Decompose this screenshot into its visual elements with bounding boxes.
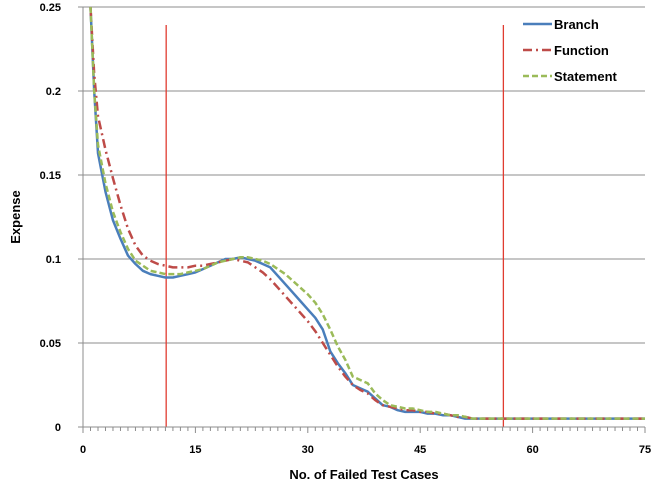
series-line-statement <box>89 6 645 420</box>
tick-labels: 0 0.05 0.1 0.15 0.2 0.25 0 15 30 45 60 75 <box>40 2 652 456</box>
y-tick-label-0: 0 <box>55 422 61 434</box>
x-tick-label-4: 60 <box>526 444 538 456</box>
y-tick-label-3: 0.15 <box>40 170 61 182</box>
x-tick-label-1: 15 <box>189 444 201 456</box>
y-tick-label-1: 0.05 <box>40 338 61 350</box>
series-line-function <box>89 6 645 420</box>
x-axis-title: No. of Failed Test Cases <box>289 467 438 482</box>
y-tick-label-4: 0.2 <box>46 86 61 98</box>
axes <box>78 6 646 433</box>
x-tick-label-2: 30 <box>302 444 314 456</box>
legend-label-branch: Branch <box>554 17 599 32</box>
y-tick-label-2: 0.1 <box>46 254 61 266</box>
x-tick-label-5: 75 <box>639 444 651 456</box>
legend-label-function: Function <box>554 43 609 58</box>
series-lines <box>89 6 645 420</box>
y-axis-title: Expense <box>8 190 23 243</box>
reference-lines <box>165 25 505 427</box>
x-tick-label-0: 0 <box>80 444 86 456</box>
gridlines <box>83 6 645 344</box>
x-tick-label-3: 45 <box>414 444 426 456</box>
legend-label-statement: Statement <box>554 69 618 84</box>
legend: Branch Function Statement <box>523 17 618 84</box>
y-tick-label-5: 0.25 <box>40 2 61 14</box>
